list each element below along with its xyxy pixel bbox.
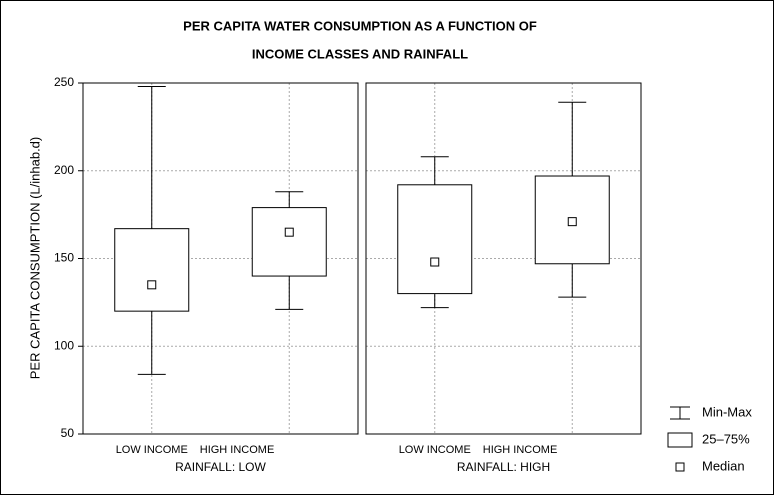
median-marker: [430, 257, 440, 267]
y-tick-label: 50: [61, 426, 75, 440]
median-marker: [147, 280, 157, 290]
box: [397, 184, 473, 295]
median-marker: [567, 217, 577, 227]
x-tick-label: LOW INCOME: [116, 444, 188, 456]
legend-icon: [675, 462, 685, 472]
legend-label: Min-Max: [702, 404, 752, 419]
x-tick-label: LOW INCOME: [399, 444, 471, 456]
legend-label: 25–75%: [702, 431, 750, 446]
y-tick-label: 150: [54, 251, 74, 265]
panel-label: RAINFALL: HIGH: [457, 460, 550, 474]
chart-title: INCOME CLASSES AND RAINFALL: [252, 46, 468, 61]
panel-frame: [365, 82, 642, 435]
panel-label: RAINFALL: LOW: [175, 460, 266, 474]
box: [251, 207, 327, 277]
legend-icon: [667, 432, 693, 448]
box: [114, 228, 190, 312]
median-marker: [284, 227, 294, 237]
y-tick-label: 200: [54, 163, 74, 177]
y-axis-label: PER CAPITA CONSUMPTION (L/inhab.d): [27, 137, 42, 380]
legend-label: Median: [702, 458, 745, 473]
chart-title: PER CAPITA WATER CONSUMPTION AS A FUNCTI…: [183, 18, 537, 33]
y-tick-label: 100: [54, 338, 74, 352]
x-tick-label: HIGH INCOME: [200, 444, 275, 456]
y-tick-label: 250: [54, 75, 74, 89]
x-tick-label: HIGH INCOME: [483, 444, 558, 456]
